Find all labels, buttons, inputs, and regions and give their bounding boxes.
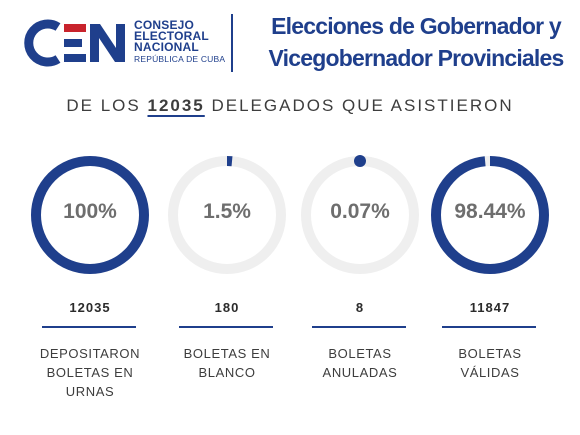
logo-line-1: CONSEJO <box>134 18 195 32</box>
desc-line: BOLETAS EN <box>46 365 134 380</box>
page-title: Elecciones de Gobernador y Vicegobernado… <box>258 10 574 74</box>
ring-progress-arc <box>31 156 149 274</box>
count-value: 180 <box>214 300 240 315</box>
stat-description: BOLETAS EN BLANCO <box>157 344 297 382</box>
ring-progress-dot <box>354 155 366 167</box>
ring-progress-arc <box>168 156 286 274</box>
header: CONSEJO ELECTORAL NACIONAL REPÚBLICA DE … <box>0 0 580 85</box>
count-value: 12035 <box>69 300 111 315</box>
desc-line: ANULADAS <box>322 365 398 380</box>
logo-line-2: ELECTORAL <box>134 29 209 43</box>
header-divider <box>231 14 233 72</box>
ring-progress-arc <box>431 156 549 274</box>
desc-line: VÁLIDAS <box>460 365 520 380</box>
subtitle: DE LOS 12035 DELEGADOS QUE ASISTIERON <box>0 96 580 116</box>
count-underline <box>442 326 536 328</box>
progress-ring <box>431 156 549 274</box>
stat-blanco: 1.5% 180 BOLETAS EN BLANCO <box>157 150 297 420</box>
desc-line: BOLETAS <box>328 346 392 361</box>
stat-validas: 98.44% 11847 BOLETAS VÁLIDAS <box>420 150 560 420</box>
stat-description: BOLETAS VÁLIDAS <box>420 344 560 382</box>
subtitle-number: 12035 <box>147 96 205 115</box>
percent-label: 100% <box>63 200 117 223</box>
logo-line-3: NACIONAL <box>134 40 199 54</box>
count-value: 8 <box>355 300 365 315</box>
logo-text: CONSEJO ELECTORAL NACIONAL REPÚBLICA DE … <box>134 18 226 65</box>
count-underline <box>42 326 136 328</box>
logo-line-4: REPÚBLICA DE CUBA <box>134 54 226 64</box>
title-line-2: Vicegobernador Provinciales <box>268 45 565 71</box>
desc-line: BLANCO <box>198 365 256 380</box>
subtitle-prefix: DE LOS <box>66 96 148 115</box>
count-value: 11847 <box>469 300 511 315</box>
stat-depositaron: 100% 12035 DEPOSITARON BOLETAS EN URNAS <box>20 150 160 420</box>
percent-label: 0.07% <box>330 200 390 223</box>
title-line-1: Elecciones de Gobernador y <box>271 13 562 39</box>
stat-description: DEPOSITARON BOLETAS EN URNAS <box>20 344 160 401</box>
cen-logo-icon <box>24 19 125 67</box>
desc-line: BOLETAS EN <box>183 346 271 361</box>
progress-ring <box>301 155 419 274</box>
progress-ring <box>31 156 149 274</box>
percent-label: 98.44% <box>454 200 526 223</box>
stat-description: BOLETAS ANULADAS <box>290 344 430 382</box>
percent-label: 1.5% <box>203 200 251 223</box>
count-underline <box>179 326 273 328</box>
stat-anuladas: 0.07% 8 BOLETAS ANULADAS <box>290 150 430 420</box>
desc-line: BOLETAS <box>458 346 522 361</box>
desc-line: DEPOSITARON <box>39 346 141 361</box>
count-underline <box>312 326 406 328</box>
desc-line: URNAS <box>65 384 115 399</box>
progress-ring <box>168 156 286 274</box>
subtitle-suffix: DELEGADOS QUE ASISTIERON <box>204 96 514 115</box>
